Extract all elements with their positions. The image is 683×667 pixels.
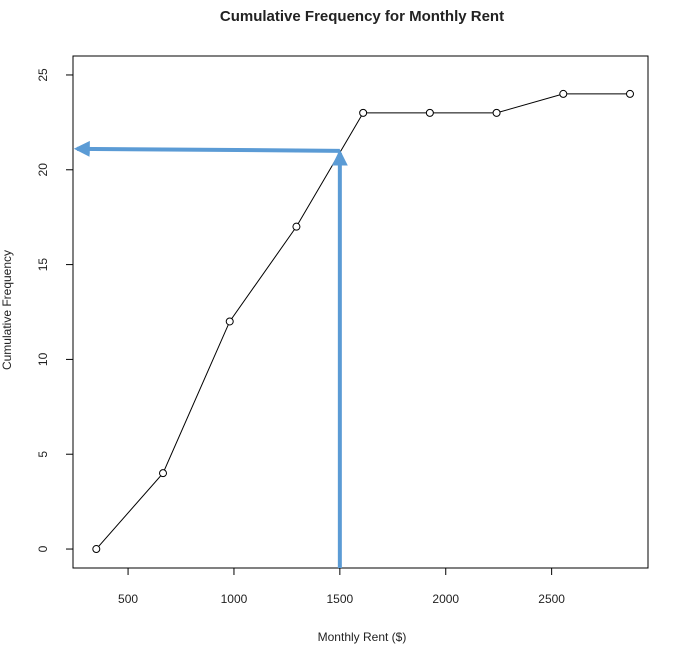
data-line	[95, 93, 630, 550]
data-point	[425, 108, 434, 117]
y-tick-label: 10	[36, 352, 50, 366]
x-tick-label: 500	[118, 592, 138, 606]
y-axis-label: Cumulative Frequency	[0, 250, 14, 370]
y-tick-label: 5	[36, 451, 50, 458]
plot-frame	[72, 55, 649, 569]
y-tick-label: 20	[36, 163, 50, 177]
data-point	[92, 545, 101, 554]
x-axis-label: Monthly Rent ($)	[318, 630, 407, 644]
y-tick-label: 15	[36, 258, 50, 272]
data-point	[159, 469, 168, 478]
data-point	[559, 89, 568, 98]
x-tick-label: 2000	[432, 592, 459, 606]
data-point	[225, 317, 234, 326]
data-point	[292, 222, 301, 231]
data-point	[492, 108, 501, 117]
guide-horizontal	[73, 140, 340, 157]
y-tick-label: 25	[36, 68, 50, 82]
data-point	[359, 108, 368, 117]
x-tick-label: 1000	[221, 592, 248, 606]
data-point	[625, 89, 634, 98]
x-tick-label: 1500	[326, 592, 353, 606]
x-tick-label: 2500	[538, 592, 565, 606]
chart-title: Cumulative Frequency for Monthly Rent	[220, 8, 504, 25]
y-tick-label: 0	[36, 545, 50, 552]
